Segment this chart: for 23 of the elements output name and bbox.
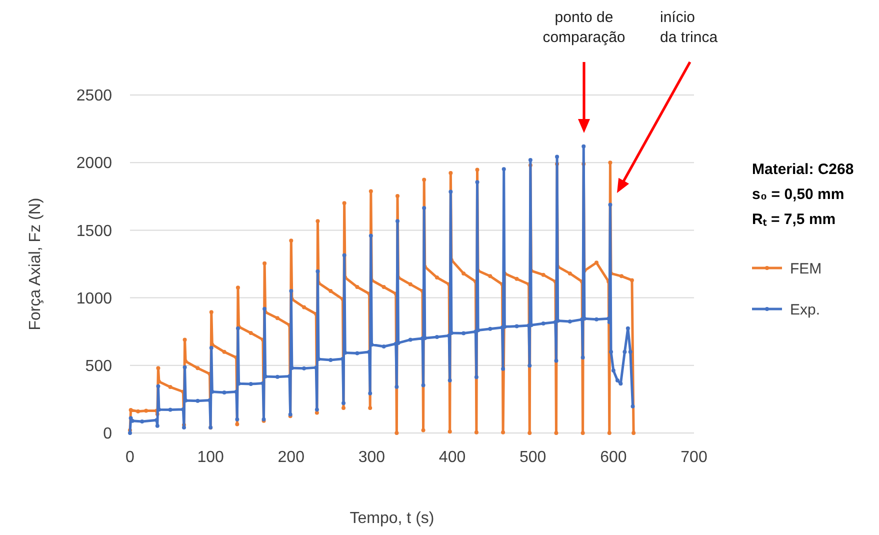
x-tick-label: 400 bbox=[438, 449, 466, 466]
x-tick-label: 200 bbox=[278, 449, 305, 466]
y-tick-label: 2000 bbox=[76, 155, 112, 172]
text: início da trinca bbox=[660, 9, 718, 46]
legend-label: FEM bbox=[790, 260, 822, 278]
text: ponto de comparação bbox=[542, 9, 626, 46]
x-axis-title: Tempo, t (s) bbox=[350, 510, 434, 527]
y-tick-label: 1000 bbox=[76, 290, 112, 308]
text: Material: C268 bbox=[752, 161, 854, 178]
text: Rₜ = 7,5 mm bbox=[752, 211, 836, 228]
x-tick-label: 500 bbox=[520, 449, 546, 466]
legend-label: Exp. bbox=[790, 301, 820, 318]
text: s₀ = 0,50 mm bbox=[752, 186, 844, 203]
y-tick-label: 0 bbox=[103, 426, 112, 443]
y-tick-label: 1500 bbox=[76, 222, 112, 240]
y-tick-label: 500 bbox=[85, 358, 112, 375]
x-tick-label: 700 bbox=[680, 449, 708, 466]
x-tick-label: 0 bbox=[126, 449, 135, 466]
y-axis-title: Força Axial, Fz (N) bbox=[27, 198, 44, 330]
x-tick-label: 100 bbox=[197, 449, 224, 466]
x-tick-label: 600 bbox=[600, 449, 627, 466]
y-tick-label: 2500 bbox=[76, 88, 112, 105]
x-tick-label: 300 bbox=[358, 449, 386, 466]
